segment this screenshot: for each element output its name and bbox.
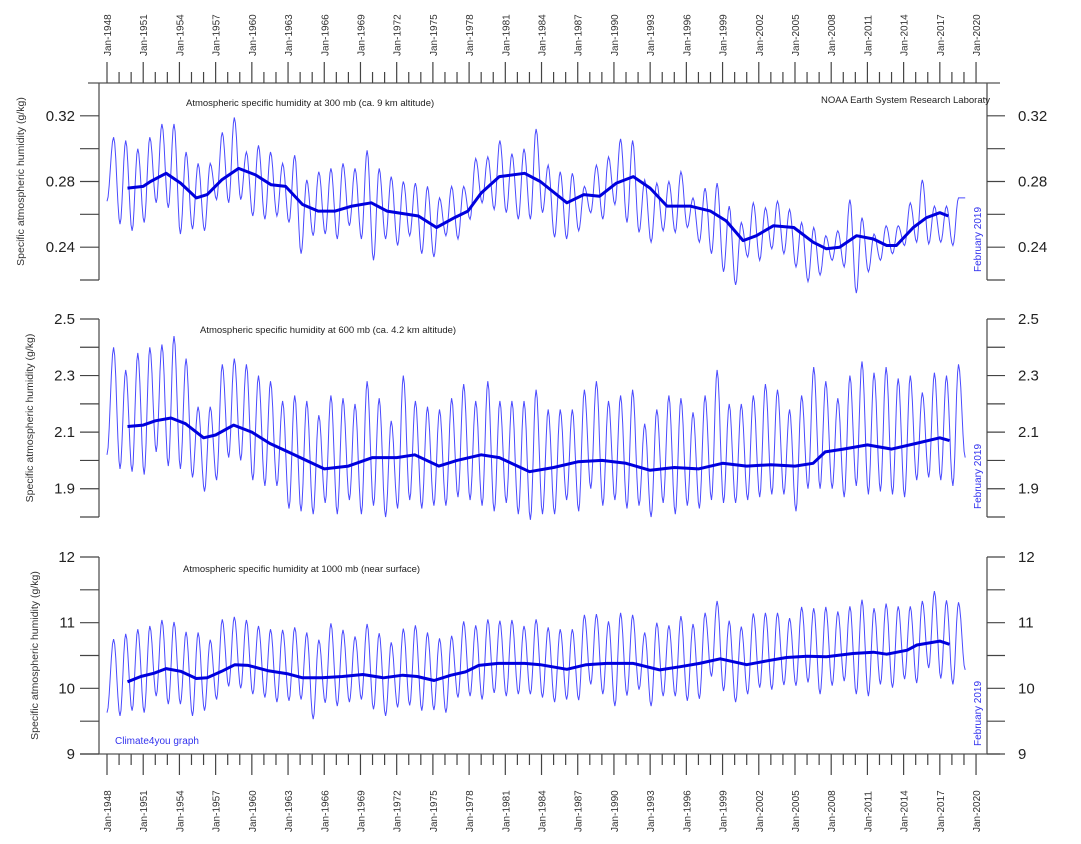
- bottom-x-tick-label: Jan-1969: [356, 790, 367, 832]
- top-x-tick-label: Jan-1993: [646, 14, 657, 56]
- top-x-tick-label: Jan-1966: [320, 14, 331, 56]
- right-y-tick-label: 0.28: [1018, 174, 1047, 191]
- running-mean-line: [126, 639, 950, 684]
- bottom-x-tick-label: Jan-1993: [646, 790, 657, 832]
- top-x-tick-label: Jan-1948: [103, 14, 114, 56]
- left-y-tick-label: 0.28: [46, 174, 75, 191]
- top-x-tick-label: Jan-1987: [574, 14, 585, 56]
- panel-2: 2.5 2.5 2.3 2.3 2.1 2.1 1.9 1.9 Specific atmosph…: [24, 311, 1039, 520]
- bottom-x-tick-label: Jan-2008: [827, 790, 838, 832]
- bottom-x-tick-label: Jan-1951: [139, 790, 150, 832]
- top-x-tick-label: Jan-1963: [284, 14, 295, 56]
- bottom-x-tick-label: Jan-1966: [320, 790, 331, 832]
- running-mean-line: [127, 416, 950, 474]
- left-y-tick-label: 9: [67, 746, 75, 763]
- top-x-tick-label: Jan-1981: [501, 14, 512, 56]
- left-y-tick-label: 0.24: [46, 239, 75, 256]
- top-x-tick-label: Jan-1951: [139, 14, 150, 56]
- left-y-tick-label: 2.1: [54, 424, 75, 441]
- top-x-tick-label: Jan-1996: [682, 14, 693, 56]
- y-axis-title: Specific atmospheric humidity (g/kg): [24, 334, 36, 503]
- last-month-label: February 2019: [973, 444, 984, 509]
- bottom-x-tick-label: Jan-2011: [863, 791, 874, 832]
- bottom-x-tick-label: Jan-1999: [719, 790, 730, 832]
- top-x-tick-label: Jan-2014: [900, 14, 911, 56]
- y-axis-title: Specific atmospheric humidity (g/kg): [15, 97, 27, 266]
- monthly-series-line: [106, 117, 966, 294]
- panel-1: 0.32 0.32 0.28 0.28 0.24 0.24 Specific atmosph…: [15, 83, 1047, 294]
- right-y-tick-label: 12: [1018, 549, 1035, 566]
- left-y-tick-label: 10: [58, 680, 75, 697]
- bottom-x-tick-label: Jan-2017: [936, 790, 947, 832]
- top-x-tick-label: Jan-2011: [863, 15, 874, 56]
- monthly-series-line: [106, 591, 966, 720]
- bottom-x-tick-label: Jan-2020: [972, 790, 983, 832]
- panel-3: 12 12 11 11 10 10 9 9 Specific atmospheric humid…: [29, 549, 1035, 763]
- right-y-tick-label: 9: [1018, 746, 1026, 763]
- panels: 0.32 0.32 0.28 0.28 0.24 0.24 Specific atmosph…: [15, 83, 1047, 763]
- bottom-x-tick-label: Jan-1981: [501, 790, 512, 832]
- right-y-tick-label: 2.5: [1018, 311, 1039, 328]
- top-x-tick-label: Jan-1957: [212, 14, 223, 56]
- left-y-tick-label: 2.3: [54, 368, 75, 385]
- bottom-x-tick-label: Jan-1960: [248, 790, 259, 832]
- top-x-tick-label: Jan-1954: [175, 14, 186, 56]
- bottom-x-tick-label: Jan-1975: [429, 790, 440, 832]
- x-axes: Jan-1948 Jan-1948 Jan-1951 Jan-1951 Jan-1954…: [80, 14, 1000, 832]
- panel-title: Atmospheric specific humidity at 600 mb …: [200, 325, 456, 336]
- bottom-x-tick-label: Jan-1984: [538, 790, 549, 832]
- bottom-x-tick-label: Jan-1990: [610, 790, 621, 832]
- right-y-tick-label: 2.1: [1018, 424, 1039, 441]
- top-x-tick-label: Jan-1969: [356, 14, 367, 56]
- bottom-x-tick-label: Jan-1996: [682, 790, 693, 832]
- panel-title: Atmospheric specific humidity at 1000 mb…: [183, 564, 420, 575]
- left-y-tick-label: 2.5: [54, 311, 75, 328]
- top-x-tick-label: Jan-1999: [719, 14, 730, 56]
- left-y-tick-label: 11: [59, 615, 75, 632]
- source-note: NOAA Earth System Research Laboraty: [821, 95, 990, 106]
- left-y-tick-label: 12: [58, 549, 75, 566]
- top-x-tick-label: Jan-1975: [429, 14, 440, 56]
- left-y-tick-label: 1.9: [54, 481, 75, 498]
- monthly-series-line: [106, 335, 966, 520]
- credit-note: Climate4you graph: [115, 736, 199, 747]
- bottom-x-tick-label: Jan-1957: [212, 790, 223, 832]
- y-axis-title: Specific atmospheric humidity (g/kg): [29, 571, 41, 740]
- top-x-tick-label: Jan-1960: [248, 14, 259, 56]
- bottom-x-tick-label: Jan-1972: [393, 790, 404, 832]
- top-x-tick-label: Jan-1990: [610, 14, 621, 56]
- left-y-tick-label: 0.32: [46, 108, 75, 125]
- bottom-x-tick-label: Jan-1987: [574, 790, 585, 832]
- right-y-tick-label: 11: [1018, 615, 1034, 632]
- top-x-tick-label: Jan-1978: [465, 14, 476, 56]
- right-y-tick-label: 10: [1018, 680, 1035, 697]
- bottom-x-tick-label: Jan-2005: [791, 790, 802, 832]
- top-x-tick-label: Jan-1984: [538, 14, 549, 56]
- last-month-label: February 2019: [973, 681, 984, 746]
- last-month-label: February 2019: [973, 207, 984, 272]
- bottom-x-tick-label: Jan-2002: [755, 790, 766, 832]
- bottom-x-tick-label: Jan-1978: [465, 790, 476, 832]
- right-y-tick-label: 1.9: [1018, 481, 1039, 498]
- top-x-tick-label: Jan-2020: [972, 14, 983, 56]
- top-x-tick-label: Jan-1972: [393, 14, 404, 56]
- top-x-tick-label: Jan-2017: [936, 14, 947, 56]
- right-y-tick-label: 0.24: [1018, 239, 1047, 256]
- bottom-x-tick-label: Jan-1948: [103, 790, 114, 832]
- running-mean-line: [127, 166, 949, 251]
- top-x-tick-label: Jan-2002: [755, 14, 766, 56]
- top-x-tick-label: Jan-2005: [791, 14, 802, 56]
- bottom-x-tick-label: Jan-1954: [175, 790, 186, 832]
- panel-title: Atmospheric specific humidity at 300 mb …: [186, 98, 434, 109]
- bottom-x-tick-label: Jan-2014: [900, 790, 911, 832]
- right-y-tick-label: 0.32: [1018, 108, 1047, 125]
- top-x-tick-label: Jan-2008: [827, 14, 838, 56]
- right-y-tick-label: 2.3: [1018, 368, 1039, 385]
- bottom-x-tick-label: Jan-1963: [284, 790, 295, 832]
